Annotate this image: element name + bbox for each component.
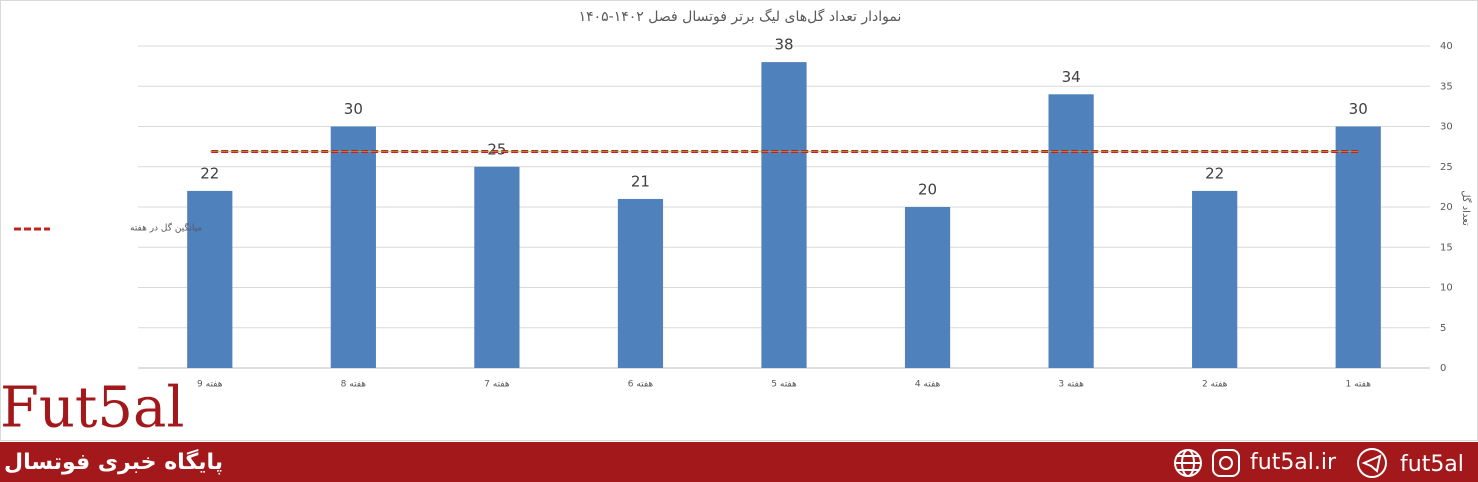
logo: Fut5al <box>0 376 184 441</box>
tagline: پایگاه خبری فوتسال <box>4 448 223 475</box>
y-tick-label: 0 <box>1440 363 1446 374</box>
x-tick-label: هفته 4 <box>915 380 941 390</box>
data-label: 21 <box>631 172 650 190</box>
y-tick-label: 15 <box>1440 242 1453 253</box>
data-label: 30 <box>344 100 363 118</box>
y-tick-label: 25 <box>1440 162 1453 173</box>
x-tick-label: هفته 9 <box>197 380 223 390</box>
data-label: 22 <box>200 164 219 182</box>
x-tick-label: هفته 5 <box>771 380 797 390</box>
data-label: 20 <box>918 181 937 199</box>
data-label: 22 <box>1205 164 1224 182</box>
bar <box>904 207 951 368</box>
y-tick-label: 5 <box>1440 323 1446 334</box>
x-tick-label: هفته 8 <box>341 380 367 390</box>
bar <box>617 198 664 368</box>
bar <box>1335 126 1381 368</box>
data-label: 34 <box>1062 68 1081 86</box>
y-tick-label: 40 <box>1440 41 1453 52</box>
bar <box>187 190 233 368</box>
bar <box>761 62 807 368</box>
y-tick-label: 10 <box>1440 283 1453 294</box>
y-tick-label: 20 <box>1440 202 1453 213</box>
bar <box>1192 190 1238 368</box>
x-tick-label: هفته 2 <box>1202 380 1228 390</box>
y-tick-label: 35 <box>1440 81 1453 92</box>
x-tick-label: هفته 3 <box>1058 380 1084 390</box>
data-label: 30 <box>1349 100 1368 118</box>
chart-title: نموادار تعداد گل‌های لیگ برتر فوتسال فصل… <box>579 8 902 25</box>
bar <box>330 126 376 368</box>
icons <box>1174 448 1387 478</box>
legend-label: میانگین گل در هفته <box>130 222 202 234</box>
handle: fut5al <box>1400 452 1464 477</box>
x-tick-label: هفته 7 <box>484 380 510 390</box>
bar <box>474 166 520 368</box>
website: fut5al.ir <box>1250 450 1337 475</box>
y-axis-title: تعداد گل <box>1460 190 1472 226</box>
data-label: 38 <box>774 36 793 54</box>
y-tick-label: 30 <box>1440 122 1453 133</box>
x-tick-label: هفته 1 <box>1346 380 1372 390</box>
x-tick-label: هفته 6 <box>628 380 654 390</box>
bar <box>1048 94 1094 369</box>
data-label: 25 <box>487 140 506 158</box>
